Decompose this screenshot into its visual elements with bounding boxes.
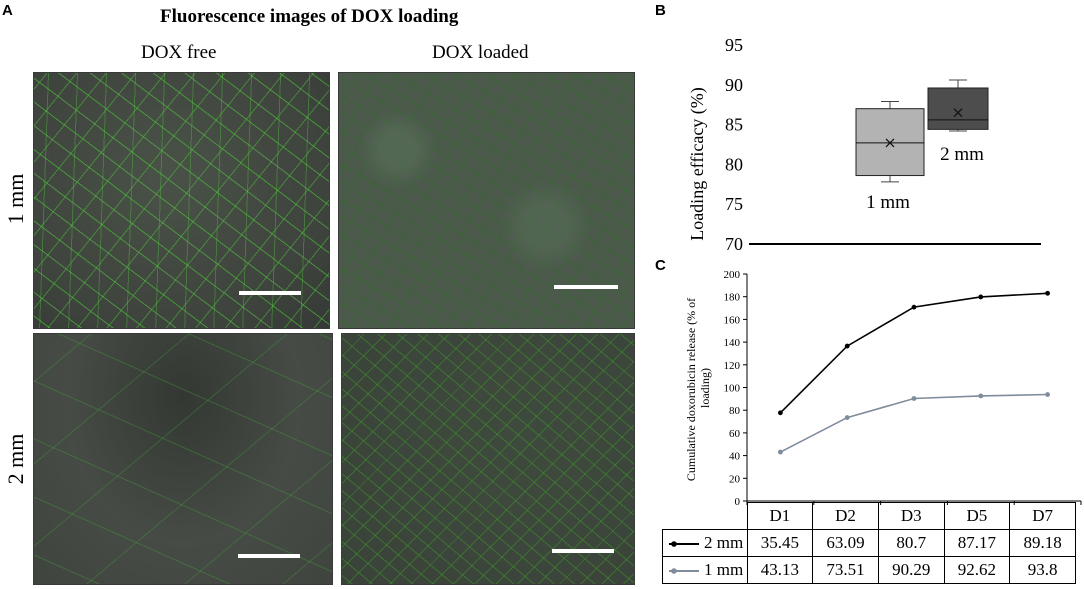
table-cell: 63.09	[812, 529, 879, 557]
y-tick-label: 75	[725, 194, 743, 214]
panel-a-label: A	[2, 2, 13, 19]
data-point	[1045, 392, 1050, 397]
table-row-key: 2 mm	[662, 529, 748, 557]
scale-bar	[554, 285, 618, 289]
micrograph-1mm-dox-free	[33, 72, 330, 329]
release-data-table: D1 D2 D3 D5 D7 2 mm 35.45 63.09 80.7 87.17 89.18 1 …	[662, 502, 1076, 584]
row-label-1mm: 1 mm	[3, 173, 28, 225]
box-2mm	[927, 87, 989, 130]
y-tick-label: 200	[724, 269, 741, 281]
table-row: 2 mm 35.45 63.09 80.7 87.17 89.18	[662, 529, 1076, 557]
table-row-key: 1 mm	[662, 556, 748, 584]
mean-marker	[885, 138, 895, 148]
table-column-header: D1	[746, 502, 814, 530]
y-tick-label: 120	[724, 360, 741, 372]
micrograph-2mm-dox-loaded	[341, 333, 635, 585]
line-chart-ylabel: Cumulative doxorubicin release (% of loa…	[684, 295, 712, 481]
table-corner-cell	[663, 503, 748, 530]
table-cell: 87.17	[943, 529, 1011, 557]
series-line-1mm	[780, 393, 1048, 453]
table-header-row: D1 D2 D3 D5 D7	[663, 502, 1076, 530]
table-cell: 90.29	[877, 556, 945, 584]
table-cell: 80.7	[877, 529, 945, 557]
y-tick-label: 95	[725, 35, 743, 55]
data-point	[911, 304, 917, 310]
y-tick-label: 85	[725, 115, 743, 135]
table-cell: 92.62	[943, 556, 1011, 584]
col-label-dox-free: DOX free	[141, 42, 217, 63]
data-point	[978, 294, 984, 300]
y-tick-label: 70	[725, 234, 743, 254]
y-tick-label: 0	[735, 496, 741, 507]
box-plot-ylabel: Loading efficacy (%)	[687, 87, 708, 241]
data-point	[844, 415, 850, 420]
table-column-header: D5	[943, 502, 1011, 530]
scale-bar	[238, 554, 300, 558]
row-label-2mm: 2 mm	[3, 433, 28, 485]
panel-c-label: C	[655, 257, 666, 274]
micrograph-1mm-dox-loaded	[338, 72, 635, 329]
table-row: 1 mm 43.13 73.51 90.29 92.62 93.8	[662, 556, 1076, 584]
line-chart-axis: 0 20 40 60 80 100 120 140 160 180 200	[724, 269, 1082, 507]
panel-b-label: B	[655, 2, 666, 19]
y-tick-label: 20	[729, 473, 741, 485]
data-point	[844, 343, 850, 349]
table-column-header: D3	[877, 502, 945, 530]
micrograph-2mm-dox-free	[33, 333, 333, 585]
scale-bar	[239, 291, 301, 295]
table-cell: 35.45	[746, 529, 814, 557]
table-cell: 93.8	[1009, 556, 1076, 584]
data-point	[778, 449, 783, 455]
y-tick-label: 40	[729, 451, 741, 463]
data-point	[978, 393, 984, 399]
y-tick-label: 160	[724, 314, 741, 326]
box-plot-marks: 1 mm 2 mm	[855, 79, 989, 213]
box-plot-axis: 70 75 80 85 90 95	[725, 35, 1041, 254]
table-cell: 73.51	[812, 556, 879, 584]
release-line-chart: 0 20 40 60 80 100 120 140 160 180 200 Cumulative d…	[684, 269, 1082, 507]
legend-label: 1 mm	[704, 560, 744, 579]
table-cell: 89.18	[1009, 529, 1076, 557]
legend-swatch	[669, 541, 699, 547]
data-point	[911, 396, 917, 401]
legend-swatch	[669, 568, 699, 574]
box-label: 2 mm	[940, 144, 984, 165]
box-label: 1 mm	[866, 192, 910, 213]
scale-bar	[552, 549, 614, 553]
y-tick-label: 100	[724, 383, 741, 395]
y-tick-label: 90	[725, 75, 743, 95]
table-cell: 43.13	[746, 556, 814, 584]
data-point	[1045, 290, 1050, 296]
table-column-header: D7	[1009, 502, 1076, 530]
mean-marker	[953, 108, 963, 118]
y-tick-label: 80	[729, 405, 741, 417]
col-label-dox-loaded: DOX loaded	[432, 42, 529, 63]
y-tick-label: 60	[729, 428, 741, 440]
y-tick-label: 140	[724, 337, 741, 349]
y-tick-label: 80	[725, 154, 743, 174]
data-point	[778, 410, 783, 416]
box-plot: 70 75 80 85 90 95 1 mm 2 mm Loading efficacy (…	[687, 35, 1041, 254]
legend-label: 2 mm	[704, 533, 744, 552]
y-tick-label: 180	[724, 292, 741, 304]
table-column-header: D2	[812, 502, 879, 530]
line-chart-marks	[778, 290, 1050, 455]
panel-a-title: Fluorescence images of DOX loading	[160, 6, 459, 27]
